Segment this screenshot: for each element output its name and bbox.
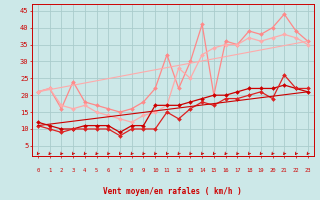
X-axis label: Vent moyen/en rafales ( km/h ): Vent moyen/en rafales ( km/h ) <box>103 187 242 196</box>
